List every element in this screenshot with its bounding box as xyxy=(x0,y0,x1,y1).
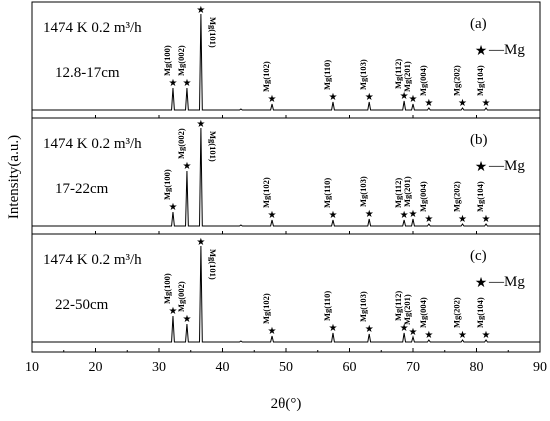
peak-star-marker: ★ xyxy=(365,209,374,220)
peak-star-marker: ★ xyxy=(400,210,409,221)
peak-label: Mg(102) xyxy=(261,61,271,92)
panel-label: (b) xyxy=(470,132,488,148)
peak-label: Mg(202) xyxy=(452,65,462,96)
peak-star-marker: ★ xyxy=(409,94,418,105)
peak-label: Mg(202) xyxy=(452,181,462,212)
x-axis-label: 2θ(°) xyxy=(271,396,302,412)
peak-star-marker: ★ xyxy=(482,98,491,109)
peak-star-marker: ★ xyxy=(268,326,277,337)
peak-label: Mg(104) xyxy=(475,65,485,96)
peak-label: Mg(002) xyxy=(176,128,186,159)
legend-label: —Mg xyxy=(488,158,525,174)
peak-star-marker: ★ xyxy=(196,237,205,248)
peak-label: Mg(103) xyxy=(358,176,368,207)
peak-label: Mg(104) xyxy=(475,181,485,212)
peak-label: Mg(004) xyxy=(418,297,428,328)
legend-star-marker: ★ xyxy=(475,44,488,59)
peak-star-marker: ★ xyxy=(458,214,467,225)
peak-label: Mg(101) xyxy=(208,249,218,280)
x-tick-label: 80 xyxy=(470,360,484,375)
peak-star-marker: ★ xyxy=(482,330,491,341)
peak-label: Mg(100) xyxy=(162,273,172,304)
peak-star-marker: ★ xyxy=(365,324,374,335)
peak-star-marker: ★ xyxy=(329,92,338,103)
peak-label: Mg(201) xyxy=(402,294,412,325)
panel-range: 17-22cm xyxy=(55,181,109,197)
peak-star-marker: ★ xyxy=(458,98,467,109)
legend-label: —Mg xyxy=(488,274,525,290)
peak-label: Mg(103) xyxy=(358,59,368,90)
peak-star-marker: ★ xyxy=(400,91,409,102)
peak-label: Mg(201) xyxy=(402,176,412,207)
legend-star-marker: ★ xyxy=(475,276,488,291)
peak-star-marker: ★ xyxy=(329,323,338,334)
peak-label: Mg(202) xyxy=(452,297,462,328)
peak-label: Mg(002) xyxy=(176,281,186,312)
peak-label: Mg(101) xyxy=(208,131,218,162)
x-tick-label: 50 xyxy=(279,360,293,375)
peak-star-marker: ★ xyxy=(424,214,433,225)
peak-star-marker: ★ xyxy=(268,210,277,221)
peak-star-marker: ★ xyxy=(424,98,433,109)
peak-label: Mg(110) xyxy=(322,60,332,90)
x-tick-label: 60 xyxy=(343,360,357,375)
x-tick-label: 70 xyxy=(406,360,420,375)
peak-label: Mg(102) xyxy=(261,177,271,208)
peak-star-marker: ★ xyxy=(409,209,418,220)
peak-label: Mg(101) xyxy=(208,17,218,48)
x-tick-label: 10 xyxy=(25,360,39,375)
panel-label: (c) xyxy=(470,248,487,264)
peak-star-marker: ★ xyxy=(329,210,338,221)
peak-star-marker: ★ xyxy=(268,94,277,105)
peak-label: Mg(112) xyxy=(393,291,403,321)
xrd-series-line-3 xyxy=(32,245,540,343)
x-tick-label: 30 xyxy=(152,360,166,375)
x-tick-label: 90 xyxy=(533,360,547,375)
panel-label: (a) xyxy=(470,16,487,32)
peak-label: Mg(004) xyxy=(418,65,428,96)
peak-star-marker: ★ xyxy=(196,119,205,130)
peak-label: Mg(112) xyxy=(393,59,403,89)
y-axis-label: Intensity(a.u.) xyxy=(6,135,22,219)
peak-star-marker: ★ xyxy=(365,92,374,103)
peak-label: Mg(110) xyxy=(322,178,332,208)
legend-label: —Mg xyxy=(488,42,525,58)
peak-star-marker: ★ xyxy=(168,306,177,317)
peak-label: Mg(110) xyxy=(322,291,332,321)
peak-label: Mg(004) xyxy=(418,181,428,212)
peak-label: Mg(100) xyxy=(162,169,172,200)
panel-range: 22-50cm xyxy=(55,297,109,313)
xrd-series-line-2 xyxy=(32,127,540,227)
x-tick-label: 20 xyxy=(89,360,103,375)
peak-star-marker: ★ xyxy=(168,202,177,213)
panel-condition: 1474 K 0.2 m³/h xyxy=(43,20,142,36)
peak-star-marker: ★ xyxy=(409,327,418,338)
peak-label: Mg(104) xyxy=(475,297,485,328)
peak-star-marker: ★ xyxy=(182,314,191,325)
panel-range: 12.8-17cm xyxy=(55,65,120,81)
panel-condition: 1474 K 0.2 m³/h xyxy=(43,136,142,152)
peak-star-marker: ★ xyxy=(182,161,191,172)
peak-label: Mg(002) xyxy=(176,45,186,76)
legend-star-marker: ★ xyxy=(475,160,488,175)
peak-star-marker: ★ xyxy=(482,214,491,225)
peak-label: Mg(102) xyxy=(261,293,271,324)
peak-star-marker: ★ xyxy=(458,330,467,341)
panel-condition: 1474 K 0.2 m³/h xyxy=(43,252,142,268)
peak-star-marker: ★ xyxy=(400,323,409,334)
peak-label: Mg(103) xyxy=(358,291,368,322)
peak-star-marker: ★ xyxy=(182,78,191,89)
peak-star-marker: ★ xyxy=(424,330,433,341)
peak-label: Mg(201) xyxy=(402,61,412,92)
peak-star-marker: ★ xyxy=(196,5,205,16)
peak-label: Mg(100) xyxy=(162,45,172,76)
xrd-series-line-1 xyxy=(32,13,540,111)
peak-label: Mg(112) xyxy=(393,178,403,208)
peak-star-marker: ★ xyxy=(168,78,177,89)
x-tick-label: 40 xyxy=(216,360,230,375)
